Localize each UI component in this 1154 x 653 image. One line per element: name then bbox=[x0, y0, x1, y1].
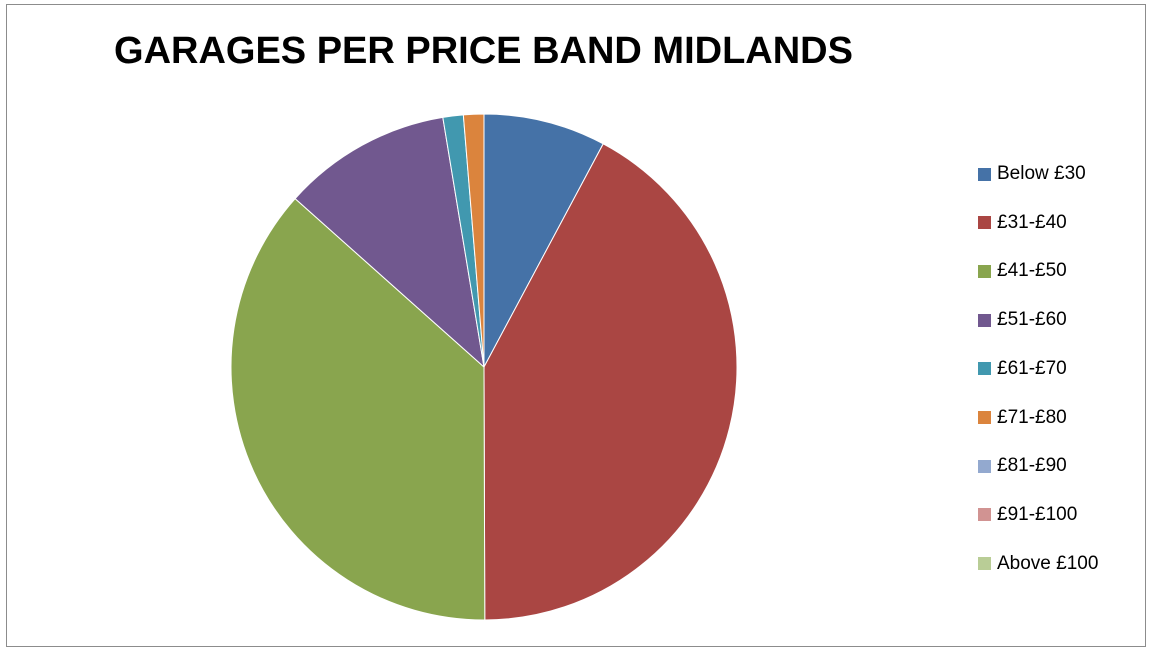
legend-swatch bbox=[978, 459, 991, 473]
legend-label: £91-£100 bbox=[997, 503, 1078, 525]
legend-label: £41-£50 bbox=[997, 260, 1067, 282]
pie-slice-2 bbox=[230, 197, 486, 621]
pie-slice-5 bbox=[462, 113, 485, 368]
legend-swatch bbox=[978, 167, 991, 181]
legend-label: £61-£70 bbox=[997, 357, 1067, 379]
legend-swatch bbox=[978, 411, 991, 424]
legend-label: Below £30 bbox=[997, 163, 1086, 184]
legend-label: £71-£80 bbox=[997, 406, 1067, 428]
legend-item: £41-£50 bbox=[978, 259, 1067, 283]
legend-item: £91-£100 bbox=[978, 503, 1077, 527]
legend-item: £31-£40 bbox=[978, 211, 1067, 235]
legend-item: £71-£80 bbox=[978, 406, 1067, 430]
legend-swatch bbox=[978, 362, 991, 376]
legend-swatch bbox=[978, 313, 991, 327]
pie-slice-0 bbox=[483, 113, 604, 368]
legend-swatch bbox=[978, 557, 991, 571]
legend-label: £51-£60 bbox=[997, 309, 1067, 331]
legend-label: Above £100 bbox=[997, 552, 1099, 574]
legend-swatch bbox=[978, 216, 991, 230]
legend-item: Below £30 bbox=[978, 162, 1086, 186]
legend-label: £31-£40 bbox=[997, 211, 1067, 233]
pie-slice-3 bbox=[294, 116, 485, 369]
legend-swatch bbox=[978, 264, 991, 278]
legend-label: £81-£90 bbox=[997, 455, 1067, 477]
legend-item: Above £100 bbox=[978, 552, 1098, 576]
pie-slice-1 bbox=[483, 143, 738, 621]
chart-title: GARAGES PER PRICE BAND MIDLANDS bbox=[114, 30, 853, 72]
legend-item: £51-£60 bbox=[978, 308, 1067, 332]
legend-swatch bbox=[978, 508, 991, 522]
legend-item: £81-£90 bbox=[978, 454, 1067, 478]
legend-item: £61-£70 bbox=[978, 357, 1067, 381]
